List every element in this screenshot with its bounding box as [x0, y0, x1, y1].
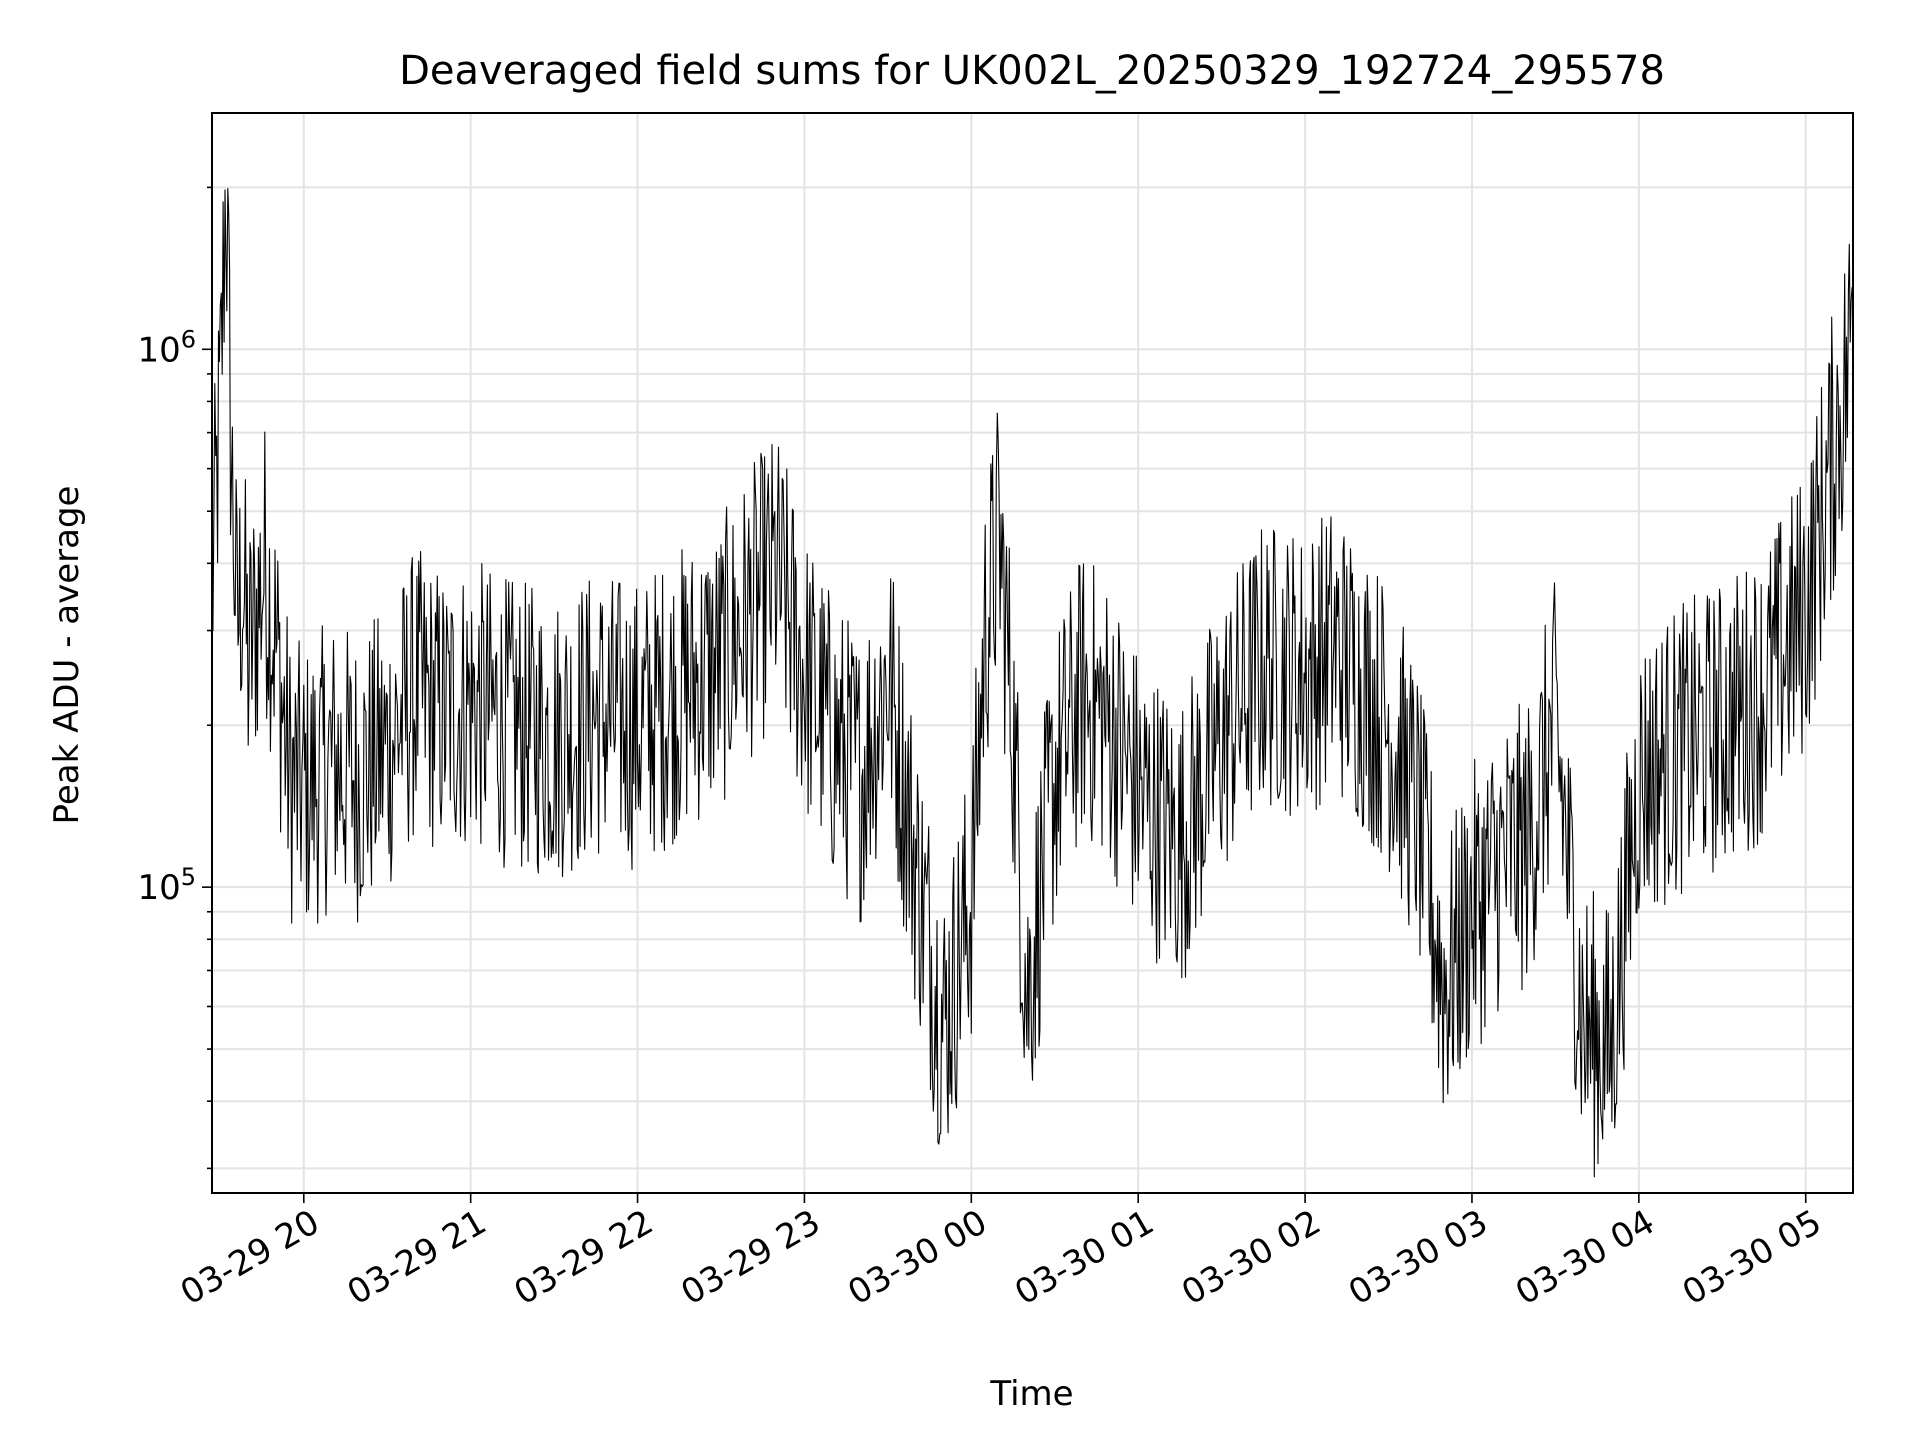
plot-area — [211, 187, 1854, 1178]
y-tick-label: 105 — [137, 863, 196, 908]
y-tick-label: 106 — [137, 325, 196, 370]
x-axis-label: Time — [989, 1374, 1073, 1414]
y-axis-label: Peak ADU - average — [47, 486, 87, 825]
series-line — [211, 187, 1854, 1178]
chart-title: Deaveraged field sums for UK002L_2025032… — [399, 48, 1665, 94]
axes-frame — [211, 112, 1854, 1194]
